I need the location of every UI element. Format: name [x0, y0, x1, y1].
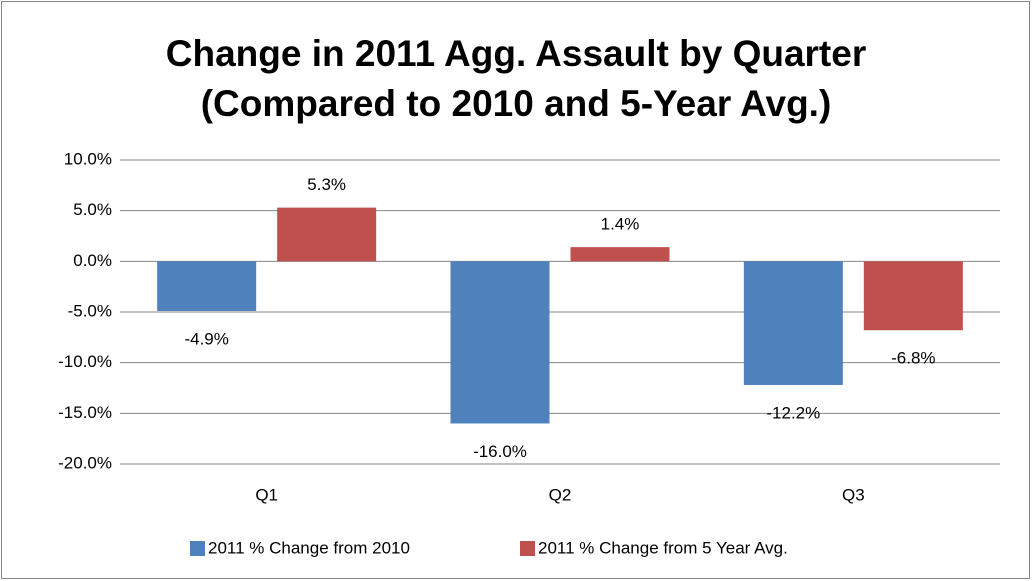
data-label: -12.2%: [766, 403, 820, 422]
y-tick-label: -20.0%: [58, 453, 112, 472]
y-tick-label: 5.0%: [73, 200, 112, 219]
data-label: -6.8%: [891, 349, 935, 368]
y-tick-label: -5.0%: [68, 301, 112, 320]
legend-label: 2011 % Change from 2010: [208, 538, 410, 557]
legend-label: 2011 % Change from 5 Year Avg.: [538, 538, 788, 557]
data-label: 1.4%: [601, 215, 640, 234]
legend-swatch: [190, 541, 205, 556]
x-tick-label: Q1: [255, 485, 278, 504]
data-label: 5.3%: [307, 175, 346, 194]
legend-swatch: [520, 541, 535, 556]
bar: [277, 207, 377, 262]
chart-title: (Compared to 2010 and 5-Year Avg.): [201, 83, 832, 124]
y-tick-label: -10.0%: [58, 352, 112, 371]
bar: [157, 261, 257, 311]
y-tick-label: -15.0%: [58, 403, 112, 422]
bar: [863, 261, 963, 331]
data-label: -16.0%: [473, 442, 527, 461]
chart-title: Change in 2011 Agg. Assault by Quarter: [166, 33, 866, 74]
x-tick-label: Q2: [549, 485, 572, 504]
bar: [570, 247, 670, 262]
data-label: -4.9%: [184, 329, 228, 348]
y-tick-label: 10.0%: [64, 149, 112, 168]
y-tick-label: 0.0%: [73, 251, 112, 270]
bar: [450, 261, 550, 424]
x-tick-label: Q3: [842, 485, 865, 504]
bar: [743, 261, 843, 385]
